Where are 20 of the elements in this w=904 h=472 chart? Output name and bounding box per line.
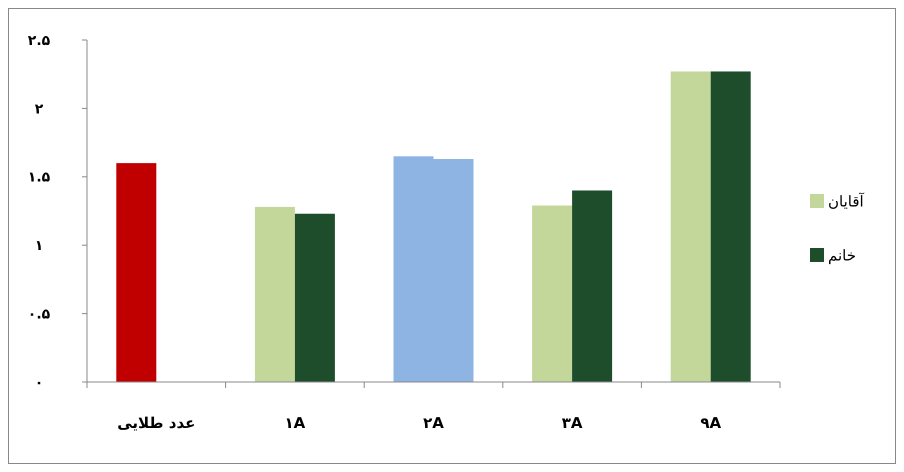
bar: [294, 214, 335, 382]
bar: [670, 71, 711, 382]
x-tick-label: ۱A: [284, 414, 306, 432]
y-tick-label: ۱.۵: [28, 170, 51, 186]
y-tick-label: ۱: [34, 238, 44, 254]
bar: [254, 206, 295, 382]
x-tick-label: ۳A: [562, 414, 583, 432]
y-tick-label: ۰.۵: [28, 306, 51, 322]
legend-label: آقایان: [828, 191, 864, 210]
x-tick-label: ۹A: [700, 414, 722, 432]
bar: [572, 190, 612, 382]
bar: [710, 71, 751, 382]
x-tick-label: ۲A: [423, 414, 444, 432]
bar: [116, 163, 156, 382]
y-tick-label: ۰: [34, 374, 44, 391]
bar: [532, 206, 572, 382]
x-tick-label: عدد طلایی: [117, 414, 196, 432]
y-tick-label: ۲.۵: [28, 32, 51, 49]
y-tick-label: ۲: [34, 101, 44, 118]
legend-label: خانم: [828, 246, 856, 264]
